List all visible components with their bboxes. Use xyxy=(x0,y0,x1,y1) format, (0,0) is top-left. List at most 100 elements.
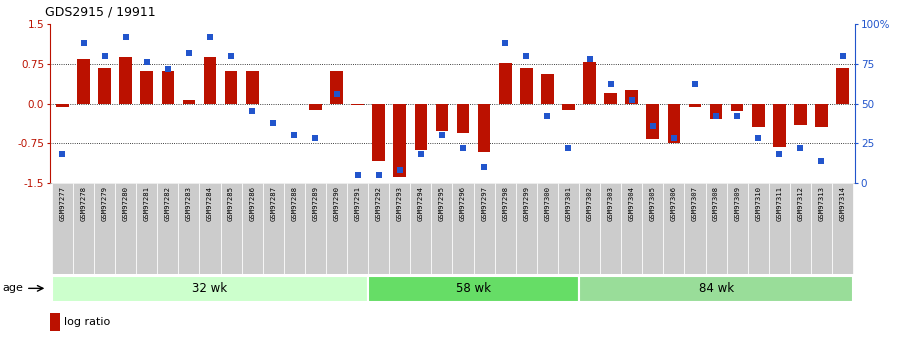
Text: GSM97288: GSM97288 xyxy=(291,186,298,220)
Point xyxy=(139,59,154,65)
Point xyxy=(160,66,175,71)
Bar xyxy=(731,104,744,111)
Text: 32 wk: 32 wk xyxy=(193,283,227,295)
Bar xyxy=(689,104,701,107)
Text: GSM97278: GSM97278 xyxy=(81,186,87,220)
Bar xyxy=(56,104,69,107)
Bar xyxy=(284,183,305,274)
Bar xyxy=(668,104,681,143)
Bar xyxy=(389,183,410,274)
Text: GSM97286: GSM97286 xyxy=(249,186,255,220)
Bar xyxy=(432,183,452,274)
Bar xyxy=(646,104,659,139)
Bar xyxy=(348,183,368,274)
Bar xyxy=(410,183,432,274)
Point xyxy=(76,40,91,46)
Point xyxy=(498,40,512,46)
Bar xyxy=(351,104,364,105)
Text: GSM97310: GSM97310 xyxy=(756,186,761,220)
Text: GSM97306: GSM97306 xyxy=(671,186,677,220)
Bar xyxy=(326,183,348,274)
Text: GSM97303: GSM97303 xyxy=(607,186,614,220)
Bar xyxy=(600,183,621,274)
Bar xyxy=(557,183,579,274)
Bar xyxy=(621,183,643,274)
Bar xyxy=(242,183,262,274)
Text: GSM97300: GSM97300 xyxy=(545,186,550,220)
Point xyxy=(540,114,555,119)
Bar xyxy=(330,71,343,104)
Point xyxy=(624,98,639,103)
Bar xyxy=(161,71,174,104)
Bar xyxy=(815,104,828,127)
Text: GSM97301: GSM97301 xyxy=(566,186,571,220)
Text: GSM97312: GSM97312 xyxy=(797,186,804,220)
Text: GSM97305: GSM97305 xyxy=(650,186,656,220)
Text: GSM97277: GSM97277 xyxy=(60,186,65,220)
Bar xyxy=(368,183,389,274)
Bar xyxy=(50,313,60,331)
Bar xyxy=(727,183,748,274)
Bar xyxy=(752,104,765,127)
Bar xyxy=(452,183,473,274)
Bar xyxy=(77,59,90,104)
Bar xyxy=(221,183,242,274)
Bar xyxy=(625,90,638,104)
Point xyxy=(582,56,596,62)
Bar xyxy=(52,276,368,302)
Bar xyxy=(836,68,849,104)
Bar xyxy=(579,276,853,302)
Bar xyxy=(579,183,600,274)
Point xyxy=(835,53,850,59)
Bar xyxy=(516,183,537,274)
Point xyxy=(730,114,745,119)
Bar xyxy=(52,183,73,274)
Bar xyxy=(710,104,722,119)
Bar xyxy=(368,276,579,302)
Bar xyxy=(137,183,157,274)
Text: GSM97309: GSM97309 xyxy=(734,186,740,220)
Text: GSM97304: GSM97304 xyxy=(629,186,634,220)
Text: GSM97299: GSM97299 xyxy=(523,186,529,220)
Point xyxy=(393,167,407,173)
Point xyxy=(645,123,660,128)
Bar xyxy=(748,183,768,274)
Bar xyxy=(768,183,790,274)
Bar xyxy=(541,75,554,104)
Point xyxy=(772,151,786,157)
Point xyxy=(667,136,681,141)
Text: GSM97282: GSM97282 xyxy=(165,186,171,220)
Point xyxy=(456,145,471,151)
Bar xyxy=(119,57,132,104)
Point xyxy=(793,145,807,151)
Point xyxy=(350,172,365,178)
Bar xyxy=(435,104,448,131)
Bar xyxy=(706,183,727,274)
Bar xyxy=(583,62,595,104)
Text: GSM97311: GSM97311 xyxy=(776,186,782,220)
Bar xyxy=(473,183,495,274)
Text: GSM97293: GSM97293 xyxy=(396,186,403,220)
Bar xyxy=(204,57,216,104)
Bar xyxy=(224,71,237,104)
Text: GSM97298: GSM97298 xyxy=(502,186,509,220)
Bar xyxy=(457,104,470,132)
Point xyxy=(434,132,449,138)
Point xyxy=(561,145,576,151)
Bar xyxy=(94,183,115,274)
Text: GSM97292: GSM97292 xyxy=(376,186,382,220)
Bar xyxy=(140,71,153,104)
Bar xyxy=(199,183,221,274)
Text: GSM97291: GSM97291 xyxy=(355,186,360,220)
Text: GSM97285: GSM97285 xyxy=(228,186,234,220)
Point xyxy=(604,82,618,87)
Text: GSM97287: GSM97287 xyxy=(271,186,276,220)
Text: GDS2915 / 19911: GDS2915 / 19911 xyxy=(45,6,156,19)
Bar xyxy=(183,100,195,104)
Bar xyxy=(372,104,385,161)
Point xyxy=(329,91,344,97)
Bar xyxy=(305,183,326,274)
Point xyxy=(245,109,260,114)
Text: GSM97314: GSM97314 xyxy=(840,186,845,220)
Bar xyxy=(394,104,406,177)
